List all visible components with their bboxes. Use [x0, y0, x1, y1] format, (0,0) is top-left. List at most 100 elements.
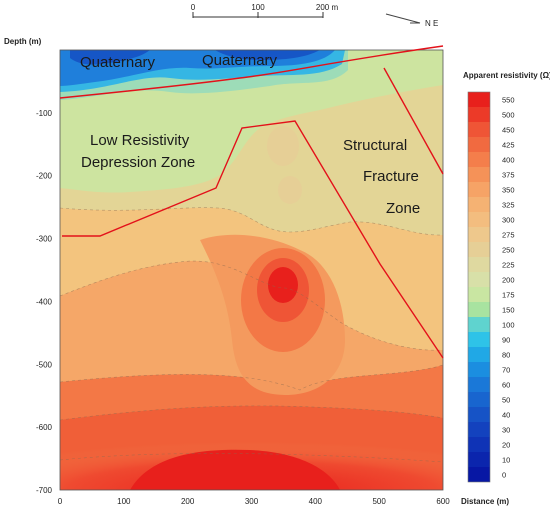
colorbar-swatch	[468, 302, 490, 317]
colorbar-level-label: 250	[502, 246, 515, 255]
colorbar-level-label: 70	[502, 366, 510, 375]
colorbar-title: Apparent resistivity (Ω)	[463, 71, 550, 80]
fault-line	[383, 67, 444, 175]
scale-bar-tick: 0	[191, 3, 196, 12]
zone-label: Low Resistivity	[90, 132, 190, 149]
zone-labels: Quaternary Quaternary Low Resistivity De…	[80, 52, 420, 217]
zone-label: Quaternary	[202, 52, 278, 69]
colorbar-swatch	[468, 212, 490, 227]
colorbar-swatch	[468, 392, 490, 407]
north-arrow-label: N E	[425, 19, 438, 28]
colorbar-swatch	[468, 377, 490, 392]
y-axis-label: Depth (m)	[4, 37, 42, 46]
y-tick-label: -700	[36, 486, 53, 495]
y-axis-ticks: -100 -200 -300 -400 -500 -600 -700	[36, 109, 53, 495]
colorbar-level-label: 400	[502, 156, 515, 165]
colorbar-level-label: 350	[502, 186, 515, 195]
colorbar-swatch	[468, 242, 490, 257]
colorbar-swatch	[468, 107, 490, 122]
colorbar-swatch	[468, 167, 490, 182]
y-tick-label: -600	[36, 423, 53, 432]
colorbar-level-label: 40	[502, 411, 510, 420]
zone-label: Structural	[343, 137, 407, 154]
anomaly-small	[278, 176, 302, 204]
colorbar-level-label: 550	[502, 96, 515, 105]
colorbar-swatch	[468, 362, 490, 377]
colorbar-swatch	[468, 437, 490, 452]
zone-label: Zone	[386, 200, 420, 217]
colorbar-swatch	[468, 92, 490, 107]
anomaly-core	[268, 267, 298, 303]
colorbar-level-label: 200	[502, 276, 515, 285]
colorbar-swatch	[468, 467, 490, 482]
colorbar-level-label: 90	[502, 336, 510, 345]
x-tick-label: 100	[117, 497, 131, 506]
colorbar-level-label: 100	[502, 321, 515, 330]
colorbar-swatch	[468, 287, 490, 302]
y-tick-label: -200	[36, 172, 53, 181]
colorbar-level-label: 500	[502, 111, 515, 120]
plot-frame	[59, 49, 444, 491]
colorbar-swatch	[468, 152, 490, 167]
y-tick-label: -300	[36, 235, 53, 244]
contour-fill-deepblue	[70, 50, 150, 65]
colorbar-level-label: 375	[502, 171, 515, 180]
scale-bar-tick: 200 m	[316, 3, 339, 12]
y-tick-label: -100	[36, 109, 53, 118]
colorbar-swatch	[468, 122, 490, 137]
colorbar-level-label: 60	[502, 381, 510, 390]
colorbar-swatch	[468, 227, 490, 242]
fault-line	[62, 120, 444, 359]
colorbar-level-label: 20	[502, 441, 510, 450]
zone-label: Depression Zone	[81, 154, 195, 171]
colorbar-swatch	[468, 197, 490, 212]
colorbar-swatch	[468, 407, 490, 422]
scale-bar-tick: 100	[251, 3, 265, 12]
colorbar-swatch	[468, 332, 490, 347]
colorbar-level-label: 275	[502, 231, 515, 240]
colorbar-swatch	[468, 347, 490, 362]
x-tick-label: 0	[58, 497, 63, 506]
y-tick-label: -400	[36, 297, 53, 306]
contour-lines	[60, 207, 443, 463]
x-tick-label: 400	[309, 497, 323, 506]
x-axis-ticks: 0 100 200 300 400 500 600	[58, 497, 450, 506]
colorbar-level-label: 10	[502, 456, 510, 465]
colorbar-swatch	[468, 452, 490, 467]
fault-line	[59, 45, 444, 99]
colorbar: 5505004504254003753503253002752502252001…	[467, 91, 515, 483]
y-tick-label: -500	[36, 360, 53, 369]
x-tick-label: 600	[436, 497, 450, 506]
x-tick-label: 300	[245, 497, 259, 506]
zone-label: Fracture	[363, 168, 419, 185]
colorbar-swatch	[468, 137, 490, 152]
contour-fill-deepblue	[215, 50, 320, 60]
colorbar-level-label: 150	[502, 306, 515, 315]
zone-label: Quaternary	[80, 54, 156, 71]
colorbar-level-label: 325	[502, 201, 515, 210]
colorbar-level-label: 0	[502, 471, 506, 480]
colorbar-level-label: 225	[502, 261, 515, 270]
x-tick-label: 200	[181, 497, 195, 506]
scale-bar: 0 100 200 m	[191, 3, 339, 18]
colorbar-swatch	[468, 182, 490, 197]
colorbar-level-label: 300	[502, 216, 515, 225]
fault-lines	[59, 45, 444, 359]
deep-core-fill	[130, 449, 340, 490]
colorbar-swatch	[468, 257, 490, 272]
colorbar-level-label: 425	[502, 141, 515, 150]
colorbar-swatch	[468, 422, 490, 437]
colorbar-swatch	[468, 317, 490, 332]
x-tick-label: 500	[372, 497, 386, 506]
colorbar-level-label: 80	[502, 351, 510, 360]
north-arrow-icon: N E	[385, 13, 438, 28]
colorbar-level-label: 50	[502, 396, 510, 405]
colorbar-frame	[467, 91, 491, 483]
colorbar-swatch	[468, 272, 490, 287]
colorbar-level-label: 175	[502, 291, 515, 300]
x-axis-label: Distance (m)	[461, 497, 509, 506]
resistivity-contour-map	[60, 50, 443, 490]
colorbar-level-label: 30	[502, 426, 510, 435]
anomaly-small	[267, 126, 299, 166]
